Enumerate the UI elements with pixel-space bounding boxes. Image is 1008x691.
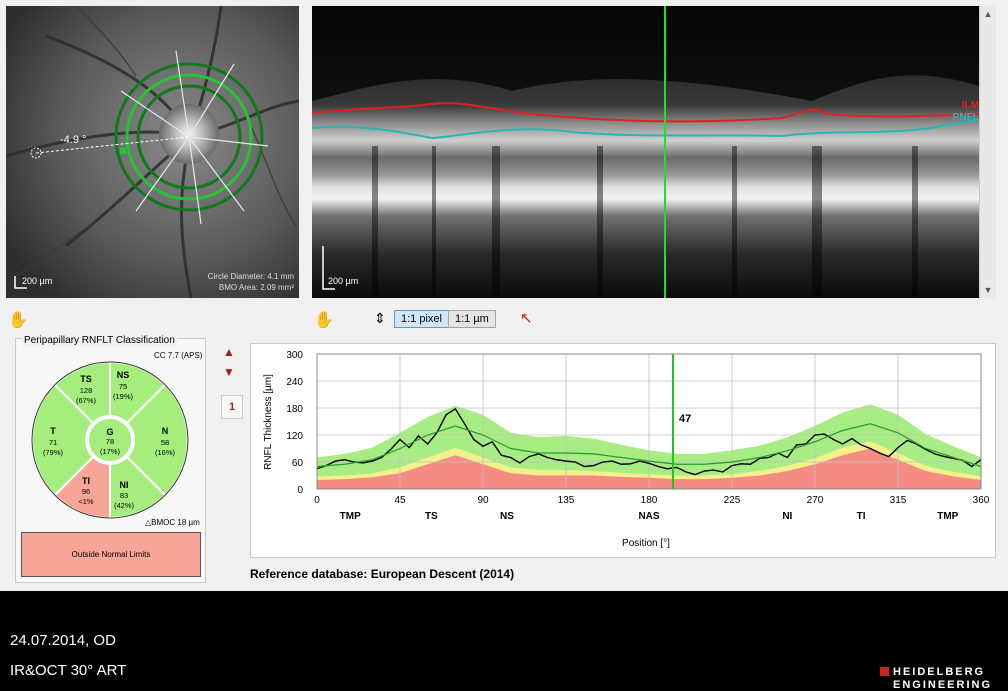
ns-name: NS: [117, 370, 130, 380]
x-tick-label: 270: [807, 495, 824, 506]
brand-bottom: ENGINEERING: [893, 679, 993, 691]
bmoc-value: △BMOC 18 µm: [145, 518, 200, 527]
ilm-label: ILM: [962, 100, 979, 111]
sector-g: [87, 417, 133, 463]
hand-pan-icon-left[interactable]: ✋: [8, 312, 28, 329]
scroll-up-icon[interactable]: ▲: [983, 9, 993, 19]
n-value: 58: [161, 438, 169, 447]
triangle-icon: △: [145, 518, 152, 527]
rnfl-label: RNFL: [952, 112, 979, 123]
sector-label: TMP: [937, 511, 958, 522]
sector-label: TS: [425, 511, 438, 522]
y-tick-label: 60: [292, 458, 304, 469]
measure-cursor-icon[interactable]: ↖: [520, 310, 533, 327]
sector-label: NAS: [638, 511, 659, 522]
rnfl-chart-frame: 0 45 90 135 180 225 270 315 360 0 60 120 180 240 300 T…: [250, 343, 996, 558]
fundus-angle-label: -4.9 °: [60, 134, 86, 146]
fundus-image[interactable]: -4.9 ° 200 µm Circle Diameter: 4.1 mm BM…: [6, 6, 299, 298]
ns-value: 75: [119, 382, 127, 391]
ti-name: TI: [82, 476, 90, 486]
page-number[interactable]: 1: [221, 395, 243, 419]
series-mean: [316, 423, 982, 468]
reference-database: Reference database: European Descent (20…: [250, 567, 515, 581]
ni-name: NI: [120, 480, 129, 490]
fundus-svg: -4.9 ° 200 µm Circle Diameter: 4.1 mm BM…: [6, 6, 299, 298]
y-tick-label: 240: [286, 377, 303, 388]
x-tick-label: 135: [558, 495, 575, 506]
x-axis-label: Position [°]: [622, 538, 670, 549]
t-name: T: [50, 426, 56, 436]
x-tick-label: 0: [314, 495, 320, 506]
rnfl-thickness-chart: 0 45 90 135 180 225 270 315 360 0 60 120 180 240 300 T…: [263, 350, 990, 549]
brand-logo-icon: [880, 667, 889, 676]
scan-mode: IR&OCT 30° ART: [10, 662, 127, 679]
x-tick-label: 225: [724, 495, 741, 506]
x-tick-label: 90: [477, 495, 489, 506]
oct-bscan-image[interactable]: ILM RNFL 200 µm: [312, 6, 979, 298]
footer: [0, 591, 1008, 691]
g-value: 78: [106, 437, 114, 446]
bmo-area-text: BMO Area: 2.09 mm²: [219, 283, 294, 292]
bscan-scale-label: 200 µm: [328, 276, 358, 286]
g-pct: (17%): [100, 447, 121, 456]
y-tick-label: 120: [286, 431, 303, 442]
fundus-scale-label: 200 µm: [22, 276, 52, 286]
classification-result: Outside Normal Limits: [21, 532, 201, 577]
ts-value: 128: [80, 386, 93, 395]
ns-pct: (19%): [113, 392, 134, 401]
page-down-icon[interactable]: ▼: [223, 365, 235, 379]
scale-1to1-pixel-button[interactable]: 1:1 pixel: [394, 310, 449, 328]
cc-value: CC 7.7 (APS): [154, 351, 203, 360]
x-tick-label: 315: [890, 495, 907, 506]
scroll-down-icon[interactable]: ▼: [983, 285, 993, 295]
bscan-scrollbar[interactable]: ▲ ▼: [979, 6, 996, 298]
brand-top: HEIDELBERG: [893, 666, 986, 678]
y-tick-label: 180: [286, 404, 303, 415]
x-tick-label: 180: [641, 495, 658, 506]
ilm-line: [312, 102, 979, 123]
n-pct: (16%): [155, 448, 176, 457]
sector-label: NI: [782, 511, 792, 522]
y-axis-label: RNFL Thickness [µm]: [263, 374, 274, 470]
series-measured: [316, 407, 982, 476]
vertical-scale-icon[interactable]: ⇕: [374, 310, 386, 326]
g-name: G: [106, 427, 113, 437]
rnfl-line: [312, 119, 979, 140]
page-up-icon[interactable]: ▲: [223, 345, 235, 359]
sector-label: TI: [857, 511, 866, 522]
hand-pan-icon[interactable]: ✋: [314, 312, 334, 329]
ni-value: 83: [120, 491, 128, 500]
y-tick-label: 0: [297, 485, 303, 496]
plot-frame: [316, 353, 982, 490]
bscan-svg: ILM RNFL 200 µm: [312, 6, 979, 298]
scale-1to1-um-button[interactable]: 1:1 µm: [448, 310, 496, 328]
x-tick-label: 360: [973, 495, 990, 506]
sector-pie-chart: TS 128 (67%) NS 75 (19%) T 71 (79%) G 78…: [31, 360, 189, 520]
ti-pct: <1%: [78, 497, 94, 506]
y-tick-label: 300: [286, 350, 303, 361]
circle-diameter-text: Circle Diameter: 4.1 mm: [208, 272, 295, 281]
ni-pct: (42%): [114, 501, 135, 510]
ts-pct: (67%): [76, 396, 97, 405]
x-tick-label: 45: [394, 495, 406, 506]
sector-label: NS: [500, 511, 514, 522]
t-pct: (79%): [43, 448, 64, 457]
t-value: 71: [49, 438, 57, 447]
cursor-value-label: 47: [679, 413, 691, 425]
classification-title: Peripapillary RNFLT Classification: [22, 335, 177, 346]
sector-label: TMP: [340, 511, 361, 522]
ts-name: TS: [80, 374, 92, 384]
exam-date: 24.07.2014, OD: [10, 632, 116, 649]
ti-value: 96: [82, 487, 90, 496]
n-name: N: [162, 426, 169, 436]
